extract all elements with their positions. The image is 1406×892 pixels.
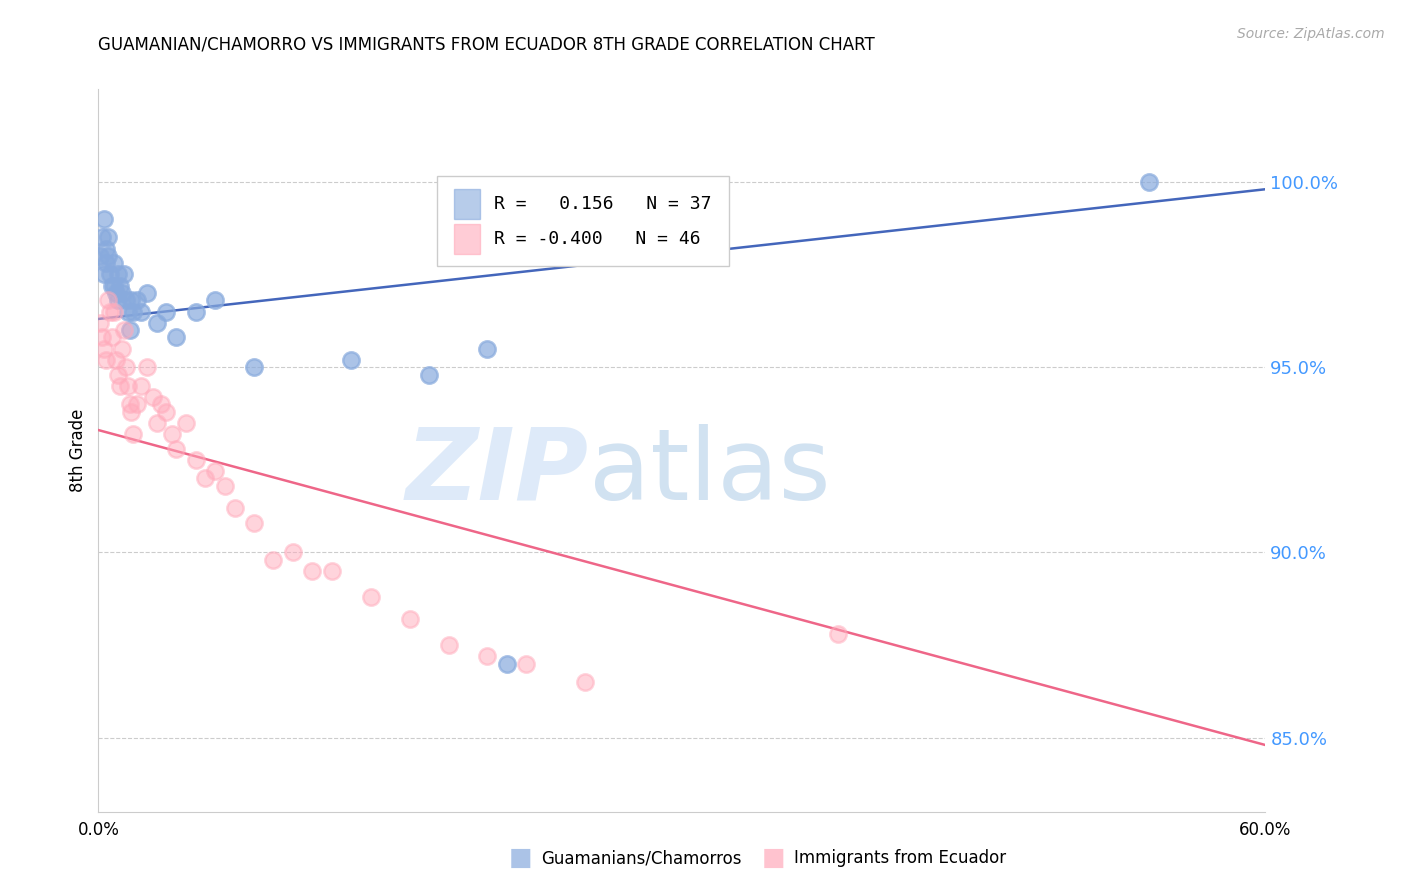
Point	[149, 397, 172, 411]
Point	[103, 278, 125, 293]
Point	[243, 516, 266, 530]
Point	[91, 230, 114, 244]
Point	[112, 268, 135, 282]
Point	[142, 390, 165, 404]
Point	[96, 256, 118, 270]
Point	[477, 342, 499, 356]
Point	[1137, 175, 1160, 189]
Point	[398, 612, 420, 626]
Point	[515, 657, 537, 671]
Point	[165, 442, 187, 456]
Point	[174, 416, 197, 430]
Point	[97, 249, 120, 263]
Point	[98, 268, 121, 282]
Point	[129, 304, 152, 318]
Point	[122, 426, 145, 441]
Point	[165, 330, 187, 344]
Text: Immigrants from Ecuador: Immigrants from Ecuador	[794, 849, 1007, 867]
FancyBboxPatch shape	[437, 176, 728, 266]
Point	[827, 627, 849, 641]
Point	[162, 426, 184, 441]
Point	[97, 230, 120, 244]
Point	[136, 285, 159, 300]
Point	[204, 293, 226, 308]
Point	[155, 404, 177, 418]
Text: Guamanians/Chamorros: Guamanians/Chamorros	[541, 849, 742, 867]
Point	[243, 360, 266, 375]
Y-axis label: 8th Grade: 8th Grade	[69, 409, 87, 492]
Point	[97, 293, 120, 308]
Point	[89, 249, 111, 263]
Text: atlas: atlas	[589, 424, 830, 521]
Point	[107, 268, 129, 282]
Point	[122, 304, 145, 318]
Point	[121, 404, 143, 418]
Point	[184, 452, 207, 467]
Point	[107, 368, 129, 382]
Point	[127, 397, 149, 411]
Text: ZIP: ZIP	[405, 424, 589, 521]
Point	[103, 304, 125, 318]
Point	[118, 323, 141, 337]
Point	[301, 564, 323, 578]
Point	[146, 316, 169, 330]
Text: R =   0.156   N = 37: R = 0.156 N = 37	[494, 195, 711, 213]
Point	[340, 352, 363, 367]
Point	[89, 316, 111, 330]
Text: Source: ZipAtlas.com: Source: ZipAtlas.com	[1237, 27, 1385, 41]
Point	[127, 293, 149, 308]
Point	[184, 304, 207, 318]
Point	[194, 471, 217, 485]
Bar	[454, 189, 479, 219]
Point	[214, 478, 236, 492]
Text: ■: ■	[509, 847, 531, 870]
Point	[224, 500, 246, 515]
Point	[114, 293, 136, 308]
Point	[91, 330, 114, 344]
Point	[321, 564, 343, 578]
Point	[104, 352, 127, 367]
Point	[477, 649, 499, 664]
Point	[360, 590, 382, 604]
Point	[496, 657, 519, 671]
Point	[204, 464, 226, 478]
Point	[103, 256, 125, 270]
Point	[118, 397, 141, 411]
Point	[93, 342, 115, 356]
Point	[574, 675, 596, 690]
Point	[96, 242, 118, 256]
Point	[112, 323, 135, 337]
Point	[107, 293, 129, 308]
Text: ■: ■	[762, 847, 785, 870]
Point	[146, 416, 169, 430]
Point	[418, 368, 440, 382]
Point	[101, 278, 124, 293]
Point	[108, 378, 131, 392]
Point	[104, 285, 127, 300]
Point	[96, 352, 118, 367]
Point	[93, 211, 115, 226]
Point	[114, 360, 136, 375]
Point	[101, 330, 124, 344]
Point	[121, 293, 143, 308]
Text: GUAMANIAN/CHAMORRO VS IMMIGRANTS FROM ECUADOR 8TH GRADE CORRELATION CHART: GUAMANIAN/CHAMORRO VS IMMIGRANTS FROM EC…	[98, 36, 875, 54]
Point	[111, 342, 134, 356]
Text: R = -0.400   N = 46: R = -0.400 N = 46	[494, 230, 700, 248]
Point	[98, 304, 121, 318]
Point	[111, 285, 134, 300]
Point	[93, 268, 115, 282]
Point	[437, 638, 460, 652]
Point	[129, 378, 152, 392]
Bar	[454, 224, 479, 254]
Point	[117, 304, 139, 318]
Point	[136, 360, 159, 375]
Point	[117, 378, 139, 392]
Point	[155, 304, 177, 318]
Point	[262, 553, 284, 567]
Point	[281, 545, 304, 559]
Point	[108, 278, 131, 293]
